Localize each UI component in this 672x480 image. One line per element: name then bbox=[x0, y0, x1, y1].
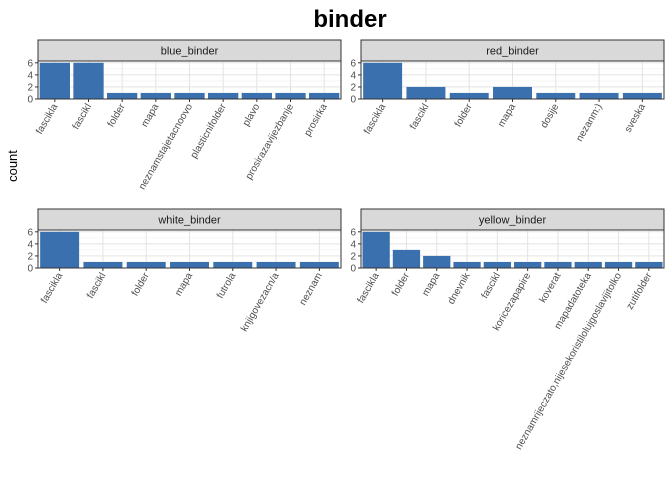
x-tick-label: fascikl bbox=[71, 102, 94, 132]
y-tick-label: 0 bbox=[27, 264, 33, 275]
y-tick-label: 2 bbox=[27, 251, 33, 262]
bar-white-binder-4 bbox=[213, 261, 253, 268]
bar-white-binder-1 bbox=[83, 261, 123, 268]
bar-red-binder-4 bbox=[536, 92, 576, 99]
bar-blue-binder-0 bbox=[39, 62, 70, 99]
bar-blue-binder-5 bbox=[208, 92, 239, 99]
bar-blue-binder-3 bbox=[140, 92, 171, 99]
bar-white-binder-2 bbox=[126, 261, 166, 268]
y-tick-label: 2 bbox=[350, 251, 356, 262]
y-tick-label: 2 bbox=[27, 82, 33, 93]
facet-strip-label: blue_binder bbox=[161, 46, 219, 58]
bar-blue-binder-2 bbox=[107, 92, 138, 99]
x-tick-label: folder bbox=[130, 270, 152, 298]
panel-red-binder: red_binder 0 246 fascikla fascikl folder mapa d… bbox=[350, 39, 665, 144]
facet-strip-label: red_binder bbox=[486, 46, 539, 58]
bar-yellow-binder-0 bbox=[362, 231, 390, 268]
x-tick-label: nezanm:) bbox=[574, 102, 604, 144]
bar-red-binder-3 bbox=[493, 86, 532, 99]
bar-yellow-binder-7 bbox=[574, 261, 602, 268]
x-tick-label: plasticnifolder bbox=[189, 101, 229, 160]
x-tick-label: knjigovezacn/a bbox=[239, 271, 282, 334]
bar-yellow-binder-9 bbox=[635, 261, 663, 268]
x-tick-label: sveska bbox=[623, 102, 648, 135]
x-tick-label: mapa bbox=[496, 102, 518, 130]
x-tick-label: folder bbox=[106, 101, 128, 129]
y-tick-label: 6 bbox=[350, 58, 356, 69]
bar-red-binder-2 bbox=[449, 92, 489, 99]
bar-white-binder-0 bbox=[40, 231, 80, 268]
x-tick-label: fascikla bbox=[356, 271, 382, 306]
bar-red-binder-5 bbox=[579, 92, 619, 99]
bar-yellow-binder-3 bbox=[453, 261, 481, 268]
x-tick-label: mapa bbox=[420, 271, 442, 299]
facet-strip-label: yellow_binder bbox=[479, 215, 547, 227]
bar-blue-binder-7 bbox=[275, 92, 306, 99]
facet-strip-label: white_binder bbox=[157, 215, 221, 227]
bar-yellow-binder-4 bbox=[483, 261, 511, 268]
x-tick-label: fascikl bbox=[85, 271, 108, 301]
x-tick-label: folder bbox=[390, 270, 412, 298]
panel-blue-binder: blue_binder 0 246 fascikla fascikl folder mapa… bbox=[27, 39, 342, 192]
x-tick-label: futrola bbox=[215, 271, 239, 301]
bar-red-binder-0 bbox=[363, 62, 403, 99]
bar-blue-binder-6 bbox=[241, 92, 272, 99]
y-tick-label: 6 bbox=[27, 58, 33, 69]
bar-yellow-binder-5 bbox=[514, 261, 542, 268]
y-tick-label: 4 bbox=[27, 239, 33, 250]
panel-white-binder: white_binder 0 246 fascikla fascikl folder map… bbox=[27, 208, 342, 334]
y-axis-label: count bbox=[5, 150, 20, 182]
chart-title: binder bbox=[313, 6, 386, 33]
x-tick-label: neznam bbox=[298, 271, 325, 307]
bar-blue-binder-1 bbox=[73, 62, 104, 99]
bar-white-binder-6 bbox=[299, 261, 339, 268]
y-tick-label: 6 bbox=[350, 227, 356, 238]
y-tick-label: 0 bbox=[27, 95, 33, 106]
x-tick-label: koverat bbox=[538, 271, 564, 305]
x-tick-label: fascikla bbox=[34, 102, 60, 137]
x-tick-label: fascikl bbox=[408, 102, 431, 132]
panel-yellow-binder: yellow_binder 0 246 fascikla folder mapa dnevn… bbox=[350, 208, 665, 452]
x-tick-label: plavo bbox=[241, 102, 263, 129]
x-tick-label: dnevnik bbox=[446, 270, 473, 306]
bar-yellow-binder-6 bbox=[544, 261, 572, 268]
panel-border bbox=[360, 229, 665, 269]
bar-blue-binder-4 bbox=[174, 92, 205, 99]
bar-white-binder-3 bbox=[170, 261, 209, 268]
bar-yellow-binder-1 bbox=[392, 249, 421, 268]
x-tick-label: fascikl bbox=[480, 271, 503, 301]
y-tick-label: 4 bbox=[350, 70, 356, 81]
bar-blue-binder-8 bbox=[309, 92, 340, 99]
bar-yellow-binder-2 bbox=[423, 255, 451, 268]
x-tick-label: fascikla bbox=[39, 271, 65, 306]
x-tick-label: mapa bbox=[173, 271, 195, 299]
x-tick-label: prosirka bbox=[302, 102, 330, 139]
bar-red-binder-6 bbox=[622, 92, 662, 99]
x-tick-label: dosije bbox=[539, 102, 562, 131]
y-tick-label: 0 bbox=[350, 264, 356, 275]
x-tick-label: fascikla bbox=[362, 102, 388, 137]
y-tick-label: 2 bbox=[350, 82, 356, 93]
bar-white-binder-5 bbox=[256, 261, 296, 268]
x-tick-label: mapa bbox=[139, 102, 161, 130]
x-tick-label: folder bbox=[453, 101, 475, 129]
y-tick-label: 4 bbox=[350, 239, 356, 250]
bar-yellow-binder-8 bbox=[604, 261, 633, 268]
y-tick-label: 6 bbox=[27, 227, 33, 238]
y-tick-label: 4 bbox=[27, 70, 33, 81]
bar-red-binder-1 bbox=[406, 86, 446, 99]
x-tick-label: zutifolder bbox=[625, 270, 655, 311]
y-tick-label: 0 bbox=[350, 95, 356, 106]
